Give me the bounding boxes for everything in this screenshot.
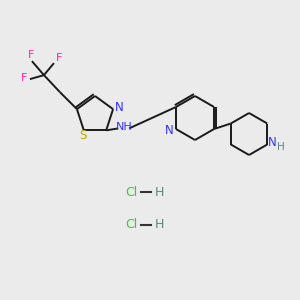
Text: F: F: [21, 73, 27, 83]
Text: S: S: [79, 129, 86, 142]
Text: H: H: [154, 218, 164, 232]
Text: F: F: [56, 53, 62, 63]
Text: H: H: [278, 142, 285, 152]
Text: N: N: [268, 136, 277, 149]
Text: F: F: [28, 50, 34, 60]
Text: NH: NH: [116, 122, 133, 132]
Text: N: N: [165, 124, 173, 137]
Text: Cl: Cl: [125, 185, 137, 199]
Text: Cl: Cl: [125, 218, 137, 232]
Text: N: N: [115, 100, 123, 114]
Text: H: H: [154, 185, 164, 199]
